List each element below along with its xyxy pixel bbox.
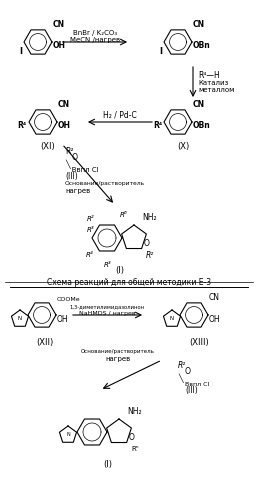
Text: (III): (III) bbox=[185, 386, 198, 396]
Text: Основание/растворитель: Основание/растворитель bbox=[81, 350, 155, 354]
Text: OH: OH bbox=[53, 42, 66, 50]
Text: CN: CN bbox=[209, 293, 220, 302]
Text: (III): (III) bbox=[65, 172, 78, 182]
Text: ╲: ╲ bbox=[178, 374, 183, 382]
Text: N: N bbox=[18, 316, 22, 322]
Text: N: N bbox=[66, 432, 70, 438]
Text: 1,3-диметилимидазолинон: 1,3-диметилимидазолинон bbox=[69, 304, 144, 310]
Text: OH: OH bbox=[209, 314, 221, 324]
Text: R²: R² bbox=[65, 148, 74, 156]
Text: BnBr / K₂CO₃: BnBr / K₂CO₃ bbox=[73, 30, 117, 36]
Text: ╲: ╲ bbox=[65, 160, 70, 168]
Text: R²: R² bbox=[178, 360, 186, 370]
Text: Схема реакций для общей методики Е-3: Схема реакций для общей методики Е-3 bbox=[47, 278, 211, 287]
Text: N: N bbox=[170, 316, 174, 322]
Text: H₂ / Pd-C: H₂ / Pd-C bbox=[103, 110, 137, 120]
Text: R⁴: R⁴ bbox=[18, 122, 27, 130]
Text: (I): (I) bbox=[103, 460, 112, 468]
Text: R⁴—H: R⁴—H bbox=[198, 72, 220, 80]
Text: R⁴: R⁴ bbox=[86, 252, 94, 258]
Text: (XIII): (XIII) bbox=[189, 338, 209, 346]
Text: NH₂: NH₂ bbox=[127, 407, 142, 416]
Text: O: O bbox=[65, 154, 78, 162]
Text: нагрев: нагрев bbox=[105, 356, 131, 362]
Text: (I): (I) bbox=[116, 266, 125, 274]
Text: O: O bbox=[144, 240, 150, 248]
Text: OH: OH bbox=[58, 122, 71, 130]
Text: (XII): (XII) bbox=[36, 338, 54, 346]
Text: NaHMDS / нагрев: NaHMDS / нагрев bbox=[79, 312, 135, 316]
Text: O: O bbox=[178, 368, 191, 376]
Text: R⁶: R⁶ bbox=[120, 212, 128, 218]
Text: COOMe: COOMe bbox=[57, 297, 80, 302]
Text: NH₂: NH₂ bbox=[142, 213, 157, 222]
Text: O: O bbox=[129, 434, 135, 442]
Text: Bвпл Cl: Bвпл Cl bbox=[65, 167, 99, 173]
Text: Bвпл Cl: Bвпл Cl bbox=[185, 382, 209, 386]
Text: CN: CN bbox=[53, 20, 65, 29]
Text: R²: R² bbox=[87, 216, 95, 222]
Text: R³: R³ bbox=[104, 262, 112, 268]
Text: OH: OH bbox=[57, 314, 69, 324]
Text: (X): (X) bbox=[177, 142, 189, 150]
Text: Основание/растворитель: Основание/растворитель bbox=[65, 182, 145, 186]
Text: Rⁿ: Rⁿ bbox=[131, 446, 139, 452]
Text: металлом: металлом bbox=[198, 87, 234, 93]
Text: CN: CN bbox=[193, 100, 205, 109]
Text: I: I bbox=[19, 48, 22, 56]
Text: CN: CN bbox=[193, 20, 205, 29]
Text: (XI): (XI) bbox=[41, 142, 55, 150]
Text: нагрев: нагрев bbox=[65, 188, 90, 194]
Text: R²: R² bbox=[146, 250, 154, 260]
Text: R³: R³ bbox=[87, 227, 95, 233]
Text: R⁴: R⁴ bbox=[153, 122, 162, 130]
Text: OBn: OBn bbox=[193, 42, 211, 50]
Text: MeCN /нагрев: MeCN /нагрев bbox=[70, 37, 120, 43]
Text: Катализ: Катализ bbox=[198, 80, 228, 86]
Text: CN: CN bbox=[58, 100, 70, 109]
Text: I: I bbox=[159, 48, 162, 56]
Text: OBn: OBn bbox=[193, 122, 211, 130]
